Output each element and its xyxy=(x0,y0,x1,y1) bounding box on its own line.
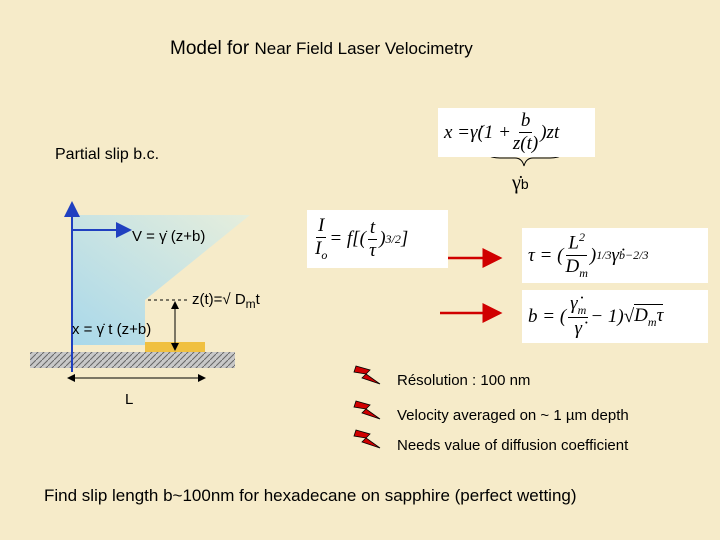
title-text: Near Field Laser Velocimetry xyxy=(254,39,473,58)
equation: x = γ̇(1 + b z(t))zt xyxy=(438,108,595,157)
title: Model for Near Field Laser Velocimetry xyxy=(170,38,473,60)
brace xyxy=(482,144,568,167)
eq-text: b xyxy=(619,248,626,262)
eq-text: 3/2 xyxy=(385,231,401,246)
eq-text: γ̇ xyxy=(574,318,582,340)
eq-text: γ̇ xyxy=(512,172,521,194)
equation: τ = (L2 Dm) 1/3 γ̇ b −2/3 xyxy=(522,228,708,283)
label: Partial slip b.c. xyxy=(55,146,160,163)
label: V = γ̇ (z+b) xyxy=(132,228,206,245)
eq-text: m xyxy=(577,302,587,317)
brace-label: γ̇b xyxy=(512,172,529,195)
eq-text: )zt xyxy=(540,121,560,143)
label: z(t)=√ Dmt xyxy=(192,291,260,311)
eq-text: γ̇(1 + xyxy=(470,121,511,143)
label: L xyxy=(125,391,134,408)
eq-text: √ xyxy=(623,305,635,327)
label-text: t xyxy=(255,291,260,308)
conclusion: Find slip length b~100nm for hexadecane … xyxy=(44,486,577,505)
eq-text: τ xyxy=(656,304,664,326)
eq-text: I xyxy=(316,215,327,239)
eq-text: = f[( xyxy=(329,228,366,249)
equation: I Io = f[(t τ) 3/2] xyxy=(307,210,448,268)
eq-text: x = xyxy=(444,121,471,143)
eq-text: τ xyxy=(369,239,376,261)
eq-text: γ̇ xyxy=(570,292,578,314)
eq-text: 1/3 xyxy=(596,248,612,262)
eq-text: L xyxy=(568,232,579,254)
eq-text: o xyxy=(321,247,328,262)
eq-text: D xyxy=(634,304,648,326)
eq-text: t xyxy=(367,216,378,240)
eq-text: ] xyxy=(400,228,409,249)
eq-text: I xyxy=(315,238,322,260)
eq-text: D xyxy=(565,255,580,277)
eq-text: γ̇ xyxy=(611,244,620,266)
eq-text: b xyxy=(520,176,529,192)
bullet-icons xyxy=(353,365,381,449)
eq-text: b = ( xyxy=(528,305,567,327)
label-text: m xyxy=(245,297,256,311)
eq-text: m xyxy=(579,265,588,280)
label: x = γ̇ t (z+b) xyxy=(72,321,152,338)
eq-text: ) xyxy=(379,228,386,249)
label-text: z(t)=√ D xyxy=(192,291,246,308)
eq-text: τ = ( xyxy=(528,244,564,266)
eq-text: − 1) xyxy=(590,305,624,327)
title-text: Model for xyxy=(170,38,255,59)
eq-text: z(t) xyxy=(512,133,539,154)
substrate xyxy=(30,352,235,368)
bullet: Needs value of diffusion coefficient xyxy=(397,437,629,454)
eq-text: b xyxy=(518,110,533,133)
eq-text: −2/3 xyxy=(625,248,649,262)
eq-text: m xyxy=(647,314,657,329)
bullet: Velocity averaged on ~ 1 µm depth xyxy=(397,407,629,424)
bullet: Résolution : 100 nm xyxy=(397,372,531,389)
eq-text: 2 xyxy=(578,230,585,245)
equation: b = (γ̇m γ̇ − 1) √ Dmτ xyxy=(522,290,708,343)
flow-region xyxy=(72,215,250,345)
eq-text: ) xyxy=(589,244,597,266)
